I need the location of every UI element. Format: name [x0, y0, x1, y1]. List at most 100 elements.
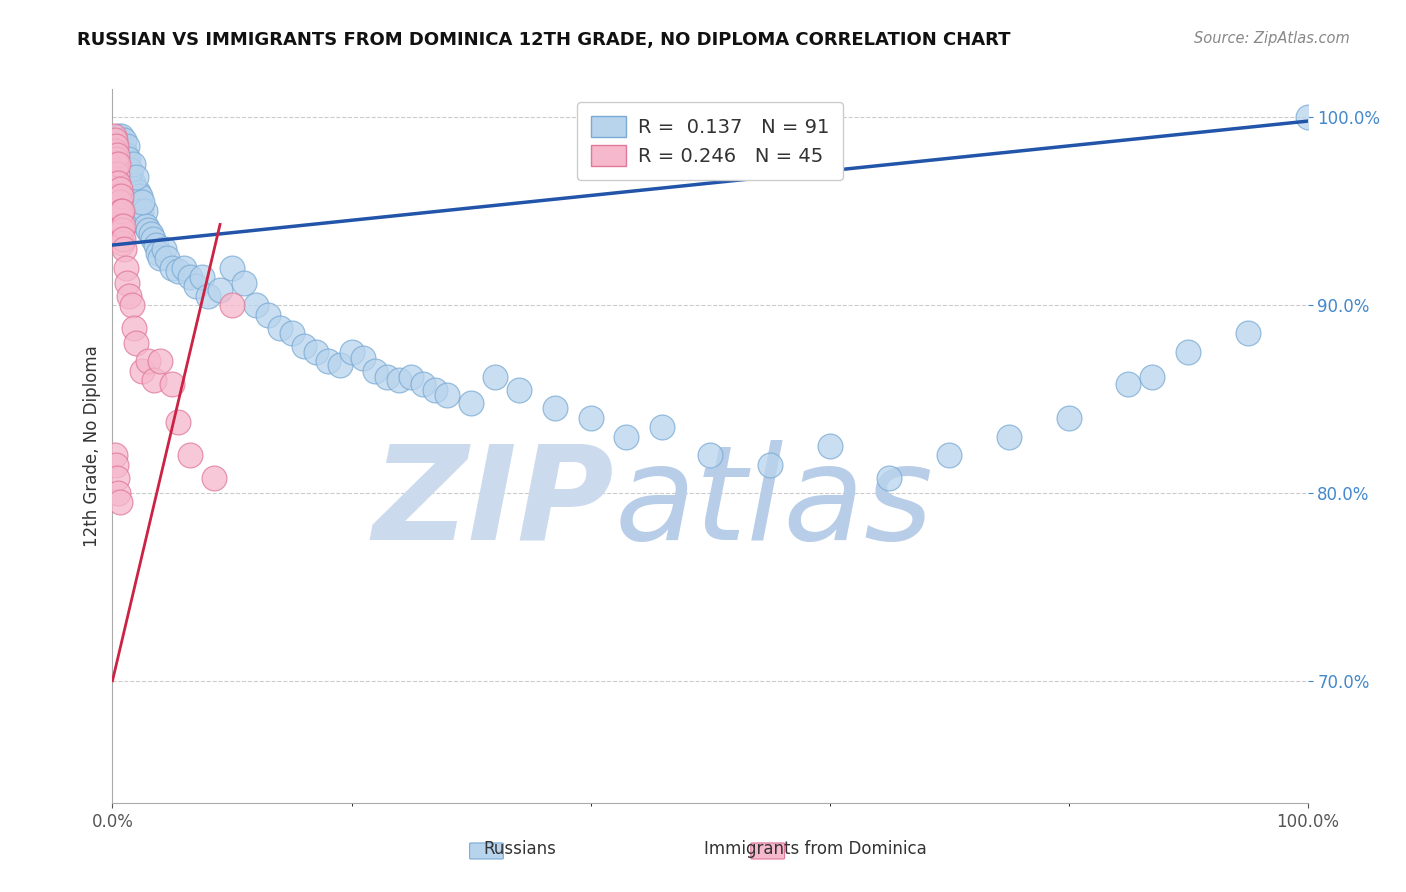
- Text: ZIP: ZIP: [373, 440, 614, 566]
- Point: [111, 138, 134, 153]
- Point: [111, 236, 134, 251]
- Point: [110, 204, 132, 219]
- Point: [122, 320, 145, 334]
- Point: [115, 276, 138, 290]
- Point: [425, 383, 447, 397]
- Point: [316, 354, 339, 368]
- Point: [129, 204, 152, 219]
- Point: [112, 152, 135, 166]
- Point: [139, 227, 162, 241]
- Point: [245, 298, 267, 312]
- Point: [118, 289, 141, 303]
- Point: [1057, 410, 1080, 425]
- Point: [134, 204, 156, 219]
- Point: [118, 170, 141, 185]
- Point: [143, 373, 166, 387]
- Point: [107, 201, 129, 215]
- Point: [257, 308, 280, 322]
- Point: [142, 232, 165, 246]
- Text: atlas: atlas: [614, 440, 934, 566]
- Point: [202, 471, 225, 485]
- Point: [818, 439, 841, 453]
- Point: [114, 167, 136, 181]
- Point: [162, 260, 183, 275]
- Point: [167, 264, 190, 278]
- Point: [115, 138, 138, 153]
- Point: [111, 204, 134, 219]
- Point: [759, 458, 782, 472]
- Point: [460, 396, 482, 410]
- Point: [105, 157, 128, 171]
- Point: [167, 415, 190, 429]
- Point: [115, 159, 138, 173]
- Point: [114, 148, 136, 162]
- Point: [145, 238, 167, 252]
- Point: [131, 194, 153, 209]
- Point: [122, 189, 145, 203]
- Point: [149, 354, 172, 368]
- Y-axis label: 12th Grade, No Diploma: 12th Grade, No Diploma: [83, 345, 101, 547]
- Point: [292, 339, 315, 353]
- Point: [105, 167, 128, 181]
- Point: [508, 383, 530, 397]
- Point: [221, 298, 243, 312]
- Point: [129, 189, 152, 203]
- Point: [329, 358, 352, 372]
- Point: [107, 189, 129, 203]
- Point: [153, 242, 176, 256]
- Point: [114, 157, 135, 171]
- Point: [114, 133, 135, 147]
- Point: [105, 471, 128, 485]
- Point: [484, 369, 506, 384]
- Point: [162, 377, 183, 392]
- Point: [352, 351, 374, 365]
- Point: [108, 194, 131, 209]
- Point: [131, 213, 153, 227]
- Point: [938, 449, 960, 463]
- Point: [112, 138, 135, 153]
- Point: [105, 176, 128, 190]
- Point: [115, 170, 138, 185]
- Point: [121, 186, 143, 200]
- Point: [135, 219, 157, 234]
- Point: [107, 176, 129, 190]
- Point: [436, 388, 458, 402]
- Point: [616, 429, 638, 443]
- Point: [1118, 377, 1140, 392]
- Point: [104, 449, 127, 463]
- Point: [110, 189, 132, 203]
- Point: [412, 377, 434, 392]
- Legend: R =  0.137   N = 91, R = 0.246   N = 45: R = 0.137 N = 91, R = 0.246 N = 45: [578, 103, 842, 180]
- Point: [340, 345, 363, 359]
- Point: [112, 232, 135, 246]
- Point: [998, 429, 1021, 443]
- Point: [364, 364, 387, 378]
- Point: [108, 495, 131, 509]
- Point: [269, 320, 291, 334]
- Point: [179, 449, 201, 463]
- Point: [1142, 369, 1164, 384]
- Point: [186, 279, 208, 293]
- Point: [1177, 345, 1199, 359]
- Point: [173, 260, 195, 275]
- Point: [197, 289, 219, 303]
- Point: [114, 242, 135, 256]
- Point: [117, 152, 139, 166]
- Point: [121, 176, 143, 190]
- Point: [120, 182, 142, 196]
- Point: [543, 401, 565, 416]
- Point: [401, 369, 423, 384]
- Point: [117, 176, 139, 190]
- Point: [651, 420, 673, 434]
- Point: [146, 245, 169, 260]
- Point: [104, 133, 127, 147]
- Point: [156, 251, 179, 265]
- Point: [127, 186, 149, 200]
- Point: [114, 153, 136, 168]
- Point: [117, 163, 139, 178]
- Point: [191, 270, 214, 285]
- Point: [110, 219, 132, 234]
- Point: [104, 144, 127, 158]
- Text: Immigrants from Dominica: Immigrants from Dominica: [704, 840, 927, 858]
- Point: [125, 194, 148, 209]
